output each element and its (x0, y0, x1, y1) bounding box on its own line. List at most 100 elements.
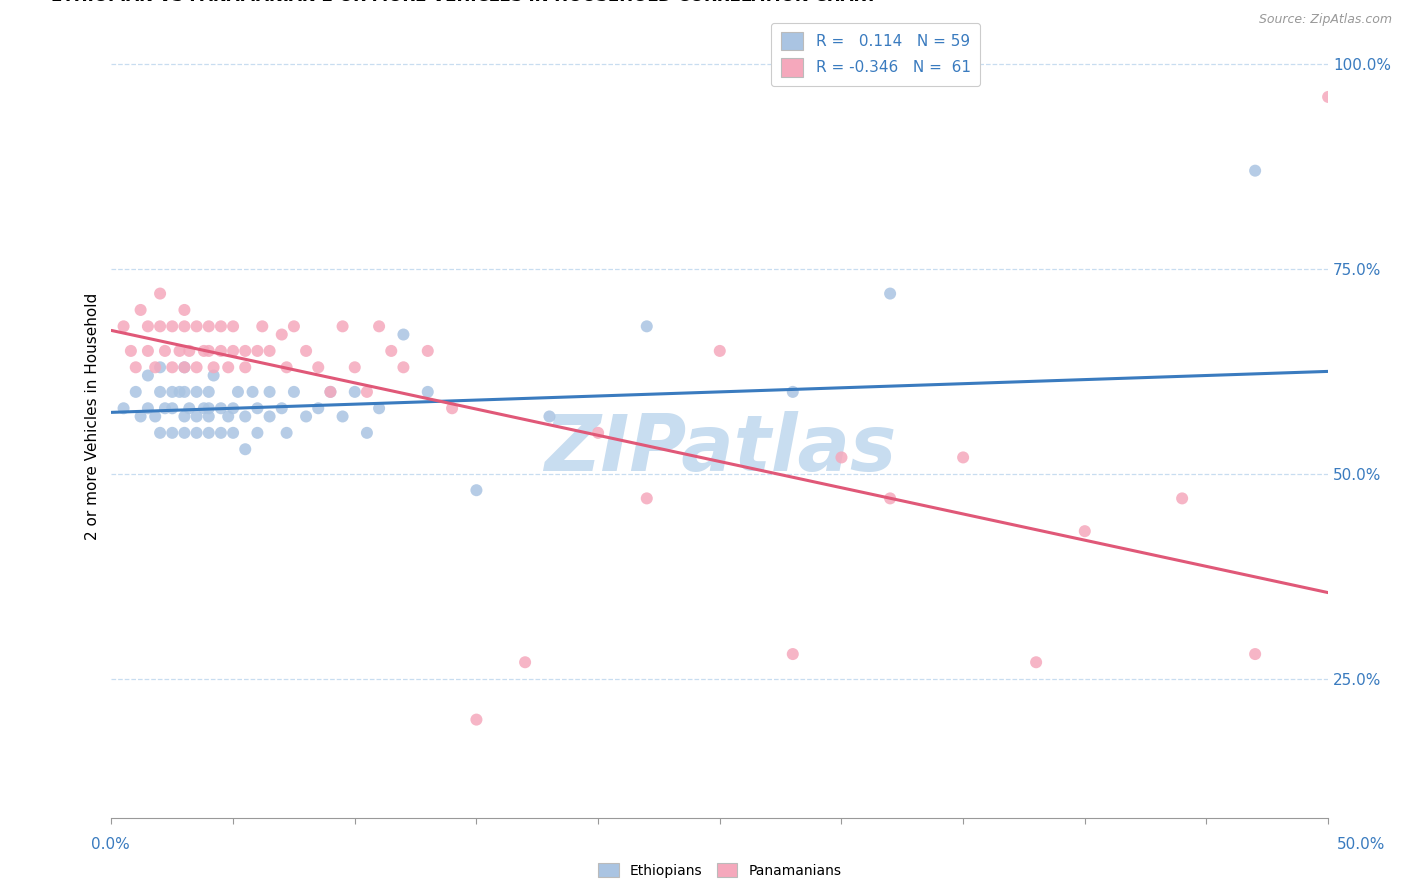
Point (186, 425, 208, 440)
Point (276, 360, 298, 375)
Point (1244, 163, 1267, 178)
Point (143, 409, 166, 424)
Point (270, 401, 292, 416)
Point (586, 425, 609, 440)
Point (233, 442, 256, 457)
Point (149, 319, 172, 334)
Point (169, 384, 191, 399)
Point (782, 384, 804, 399)
Point (129, 302, 152, 317)
Point (1025, 655, 1047, 669)
Point (513, 655, 536, 669)
Point (193, 343, 215, 358)
Point (173, 409, 195, 424)
Point (233, 343, 256, 358)
Point (952, 450, 974, 465)
Point (283, 319, 305, 334)
Point (173, 319, 195, 334)
Point (1244, 647, 1267, 661)
Point (162, 360, 184, 375)
Text: Source: ZipAtlas.com: Source: ZipAtlas.com (1258, 13, 1392, 27)
Point (226, 384, 249, 399)
Point (233, 409, 256, 424)
Point (197, 319, 219, 334)
Point (356, 425, 378, 440)
Point (217, 360, 239, 375)
Point (319, 384, 342, 399)
Point (179, 343, 201, 358)
Point (197, 384, 219, 399)
Point (209, 343, 232, 358)
Point (222, 319, 245, 334)
Point (636, 319, 658, 334)
Point (209, 319, 232, 334)
Point (202, 360, 225, 375)
Point (186, 384, 208, 399)
Point (319, 384, 342, 399)
Point (295, 409, 318, 424)
Point (162, 319, 184, 334)
Point (1171, 491, 1194, 506)
Point (162, 401, 184, 416)
Point (125, 384, 148, 399)
Point (441, 401, 464, 416)
Point (392, 360, 415, 375)
Point (259, 409, 281, 424)
Point (136, 343, 159, 358)
Point (246, 401, 269, 416)
Point (392, 327, 415, 342)
Y-axis label: 2 or more Vehicles in Household: 2 or more Vehicles in Household (86, 293, 100, 540)
Point (307, 360, 329, 375)
Point (252, 319, 274, 334)
Point (332, 319, 354, 334)
Text: ETHIOPIAN VS PANAMANIAN 2 OR MORE VEHICLES IN HOUSEHOLD CORRELATION CHART: ETHIOPIAN VS PANAMANIAN 2 OR MORE VEHICL… (51, 0, 876, 5)
Point (246, 343, 269, 358)
Point (782, 647, 804, 661)
Point (233, 360, 256, 375)
Point (112, 401, 135, 416)
Point (197, 343, 219, 358)
Point (120, 343, 142, 358)
Point (879, 491, 901, 506)
Point (1074, 524, 1097, 538)
Point (186, 360, 208, 375)
Point (173, 360, 195, 375)
Point (162, 384, 184, 399)
Point (259, 343, 281, 358)
Point (129, 409, 152, 424)
Point (162, 425, 184, 440)
Point (259, 384, 281, 399)
Point (217, 409, 239, 424)
Point (222, 425, 245, 440)
Point (416, 343, 439, 358)
Point (149, 425, 172, 440)
Point (222, 343, 245, 358)
Point (209, 425, 232, 440)
Point (173, 302, 195, 317)
Point (416, 384, 439, 399)
Point (222, 401, 245, 416)
Point (242, 384, 264, 399)
Text: ZIPatlas: ZIPatlas (544, 410, 896, 486)
Point (197, 425, 219, 440)
Point (276, 425, 298, 440)
Point (136, 368, 159, 383)
Point (332, 409, 354, 424)
Point (283, 384, 305, 399)
Point (136, 401, 159, 416)
Point (368, 319, 391, 334)
Point (246, 425, 269, 440)
Point (186, 319, 208, 334)
Point (173, 384, 195, 399)
Point (465, 713, 488, 727)
Point (179, 401, 201, 416)
Point (356, 384, 378, 399)
Point (636, 491, 658, 506)
Point (153, 343, 176, 358)
Point (149, 384, 172, 399)
Point (173, 425, 195, 440)
Legend: Ethiopians, Panamanians: Ethiopians, Panamanians (592, 857, 846, 883)
Point (1317, 90, 1340, 104)
Point (125, 360, 148, 375)
Point (343, 360, 366, 375)
